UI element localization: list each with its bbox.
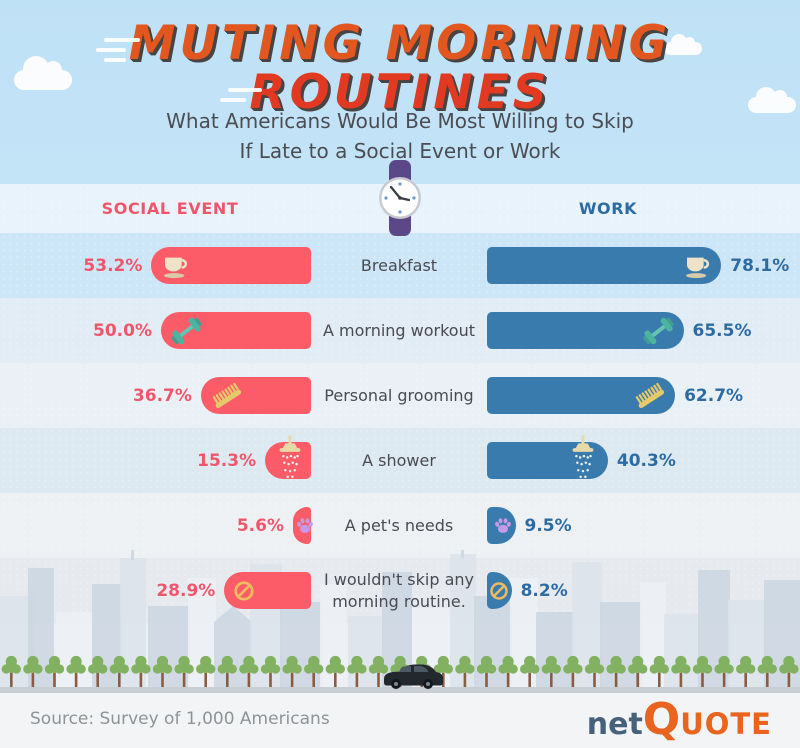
title-line-2: ROUTINES [249,64,551,120]
work-bar [487,572,512,609]
speed-line [96,48,126,52]
work-bar-group: 40.3% [487,428,800,493]
speed-line [104,58,126,62]
logo-q-text: Q [642,694,681,745]
cloud [14,56,72,90]
netquote-logo: net Q UOTE [586,694,772,745]
work-bar-group: 9.5% [487,493,800,558]
work-bar-group: 65.5% [487,298,800,363]
category-label: Personal grooming [324,385,474,405]
coffee-cup-icon [686,257,710,278]
chart-row-pet: 5.6% A pet's needs [0,493,800,558]
shower-head-icon [279,435,301,479]
coffee-cup-icon [164,257,188,278]
comb-icon [212,382,242,408]
row-band [0,298,800,363]
social-bar-group: 15.3% [0,428,311,493]
chart-row-grooming: 36.7% Personal groom [0,363,800,428]
comb-icon [635,382,665,408]
category-label: A morning workout [322,320,476,340]
no-symbol-icon [234,580,254,601]
subtitle-line-2: If Late to a Social Event or Work [239,139,561,163]
no-symbol-icon [489,581,508,600]
chart-row-no-skip: 28.9% I wouldn't skip any morning routin… [0,558,800,623]
work-value: 8.2% [520,580,568,601]
work-bar [487,247,722,284]
social-bar-group: 50.0% [0,298,311,363]
category-label: I wouldn't skip any morning routine. [323,569,475,611]
category-label: Breakfast [360,255,438,275]
road [0,687,800,693]
social-bar [161,312,311,349]
wristwatch-icon [379,160,421,236]
dumbbell-icon [171,317,202,344]
page-title: MUTING MORNING ROUTINES [0,16,800,120]
chart-row-shower: 15.3% A shower [0,428,800,493]
column-header-work: WORK [578,199,638,218]
social-value: 5.6% [236,515,284,536]
footer [0,693,800,748]
work-bar-group: 8.2% [487,558,800,623]
social-value: 36.7% [132,385,192,406]
subtitle: What Americans Would Be Most Willing to … [0,106,800,166]
social-bar [293,507,313,544]
work-value: 62.7% [684,385,744,406]
category-label: A pet's needs [344,515,454,535]
cloud [748,87,796,113]
work-bar-group: 62.7% [487,363,800,428]
row-band [0,428,800,493]
work-value: 40.3% [616,450,676,471]
shower-head-icon [572,435,594,479]
work-bar [487,435,608,479]
work-bar [487,507,516,544]
row-band [0,493,800,558]
title-line-1: MUTING MORNING [128,16,672,71]
paw-print-icon [297,517,313,533]
work-value: 65.5% [692,320,752,341]
social-bar-group: 5.6% [0,493,313,558]
social-bar-group: 28.9% [0,558,311,623]
cloud [664,34,702,55]
work-bar-group: 78.1% [487,233,800,298]
work-value: 78.1% [730,255,790,276]
logo-uote-text: UOTE [680,707,772,741]
social-value: 28.9% [156,580,216,601]
logo-net-text: net [586,707,643,742]
speed-line [228,88,262,92]
category-label: A shower [362,450,436,470]
social-bar-group: 53.2% [0,233,311,298]
source-note: Source: Survey of 1,000 Americans [30,709,330,729]
social-value: 53.2% [83,255,143,276]
speed-line [220,98,246,102]
social-bar [151,247,311,284]
subtitle-line-1: What Americans Would Be Most Willing to … [166,109,634,133]
chart-row-workout: 50.0% A morning workout [0,298,800,363]
social-bar-group: 36.7% [0,363,311,428]
car-icon [384,664,443,689]
social-bar [224,572,311,609]
dumbbell-icon [642,317,674,344]
work-bar [487,377,676,414]
speed-line [104,38,140,42]
social-value: 15.3% [197,450,257,471]
social-value: 50.0% [93,320,152,341]
work-value: 9.5% [524,515,572,536]
work-bar [487,312,684,349]
column-header-social-event: SOCIAL EVENT [101,199,239,218]
social-bar [200,377,311,414]
social-bar [265,435,311,479]
chart-row-breakfast: 53.2% Breakfast 78.1% [0,233,800,298]
paw-print-icon [494,517,511,533]
